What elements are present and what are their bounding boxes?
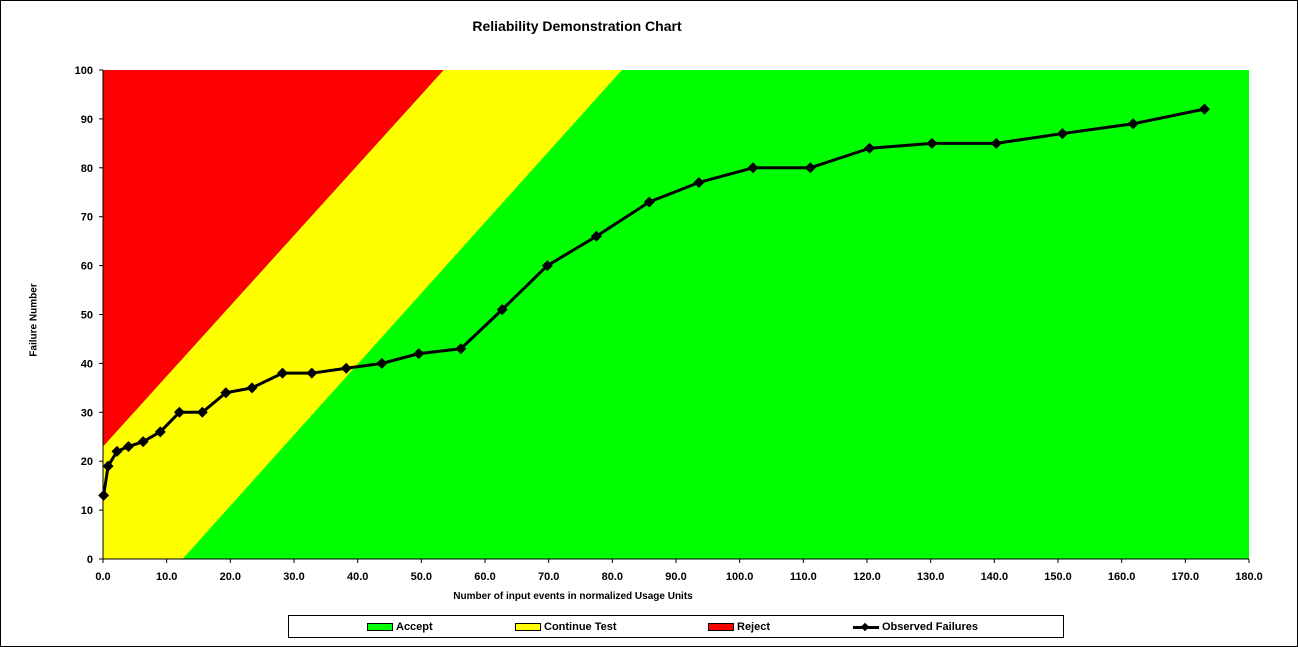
data-point [340,362,352,374]
data-point [277,367,289,379]
y-tick-label: 80 [81,163,93,175]
legend-swatch-accept [367,623,393,631]
data-point [496,304,508,316]
data-point [1127,118,1139,130]
data-point [804,162,816,174]
y-tick-label: 100 [75,65,93,77]
x-tick-label: 50.0 [411,571,432,583]
data-point [455,343,467,355]
legend-label-continue-test: Continue Test [544,621,617,633]
x-tick-label: 100.0 [726,571,754,583]
data-point [154,426,166,438]
x-axis-label: Number of input events in normalized Usa… [453,591,693,602]
legend-item-reject: Reject [708,621,770,633]
x-tick-label: 20.0 [220,571,241,583]
data-point [864,142,876,154]
y-tick-label: 10 [81,505,93,517]
data-point [306,367,318,379]
data-point [196,406,208,418]
x-tick-label: 10.0 [156,571,177,583]
data-point [990,137,1002,149]
data-point [693,176,705,188]
y-tick-label: 20 [81,456,93,468]
legend-item-continue-test: Continue Test [515,621,617,633]
y-tick-label: 50 [81,310,93,322]
data-point [590,230,602,242]
y-tick-label: 30 [81,407,93,419]
y-tick-label: 60 [81,261,93,273]
x-tick-label: 170.0 [1172,571,1200,583]
legend: Accept Continue Test Reject Observed Fai… [288,615,1064,638]
y-tick-label: 90 [81,114,93,126]
region-reject [103,70,444,447]
region-continue-test [103,70,622,559]
x-tick-label: 180.0 [1235,571,1263,583]
data-point [111,445,123,457]
legend-item-observed-failures: Observed Failures [853,621,978,633]
x-tick-label: 140.0 [981,571,1009,583]
data-point [1056,128,1068,140]
legend-label-reject: Reject [737,621,771,633]
legend-swatch-observed-failures [853,623,879,632]
data-point [541,260,553,272]
data-point [122,441,134,453]
chart-title: Reliability Demonstration Chart [472,18,682,34]
data-point [747,162,759,174]
legend-swatch-continue-test [515,623,541,631]
data-point [413,348,425,360]
data-point [137,436,149,448]
y-tick-label: 40 [81,358,93,370]
data-point [376,357,388,369]
legend-swatch-reject [708,623,734,631]
data-point [1198,103,1210,115]
x-tick-label: 130.0 [917,571,945,583]
x-tick-label: 40.0 [347,571,368,583]
legend-label-accept: Accept [396,621,433,633]
data-point [220,387,232,399]
x-tick-label: 120.0 [853,571,881,583]
data-point [102,460,114,472]
x-tick-label: 0.0 [95,571,110,583]
legend-label-observed-failures: Observed Failures [882,621,978,633]
x-tick-label: 30.0 [283,571,304,583]
x-tick-label: 60.0 [474,571,495,583]
data-point [643,196,655,208]
data-point [98,489,110,501]
data-point [246,382,258,394]
x-tick-label: 110.0 [790,571,817,583]
x-tick-label: 160.0 [1108,571,1136,583]
x-tick-label: 150.0 [1044,571,1072,583]
data-point [173,406,185,418]
data-point [926,137,938,149]
y-tick-label: 0 [87,554,93,566]
legend-item-accept: Accept [367,621,433,633]
x-tick-label: 90.0 [665,571,686,583]
x-tick-label: 80.0 [602,571,623,583]
y-tick-label: 70 [81,212,93,224]
x-tick-label: 70.0 [538,571,559,583]
